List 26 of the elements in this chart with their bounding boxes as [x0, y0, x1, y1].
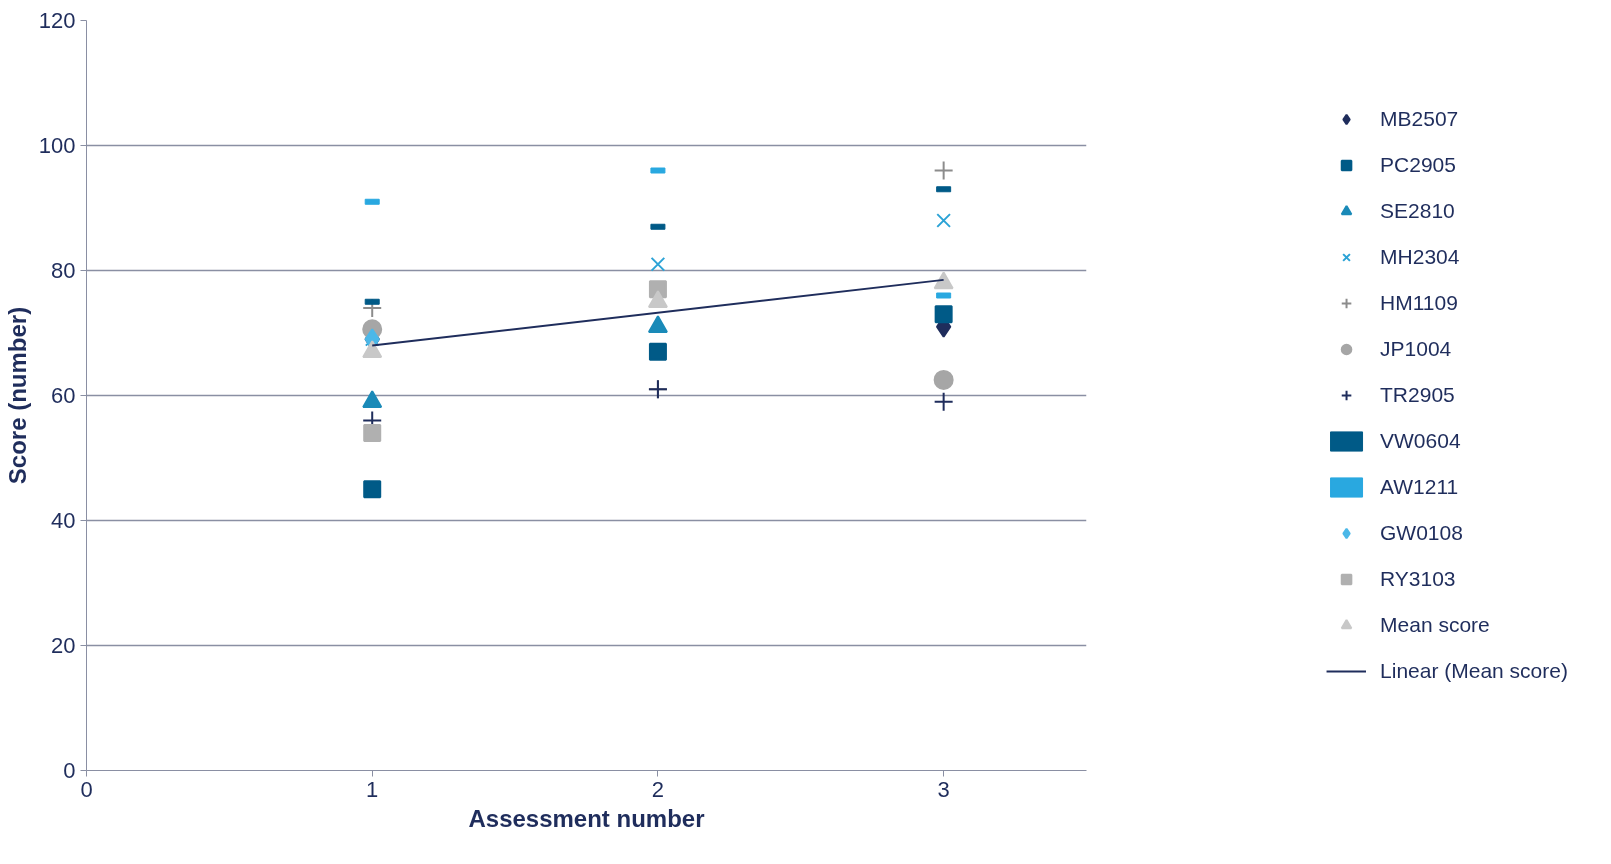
- legend-label: MB2507: [1380, 107, 1459, 131]
- y-tick-label: 100: [38, 133, 76, 158]
- legend-label: Mean score: [1380, 613, 1490, 637]
- y-tick-label: 20: [51, 633, 76, 658]
- legend-label: VW0604: [1380, 429, 1461, 453]
- x-tick-label: 1: [366, 776, 379, 802]
- legend-label: MH2304: [1380, 245, 1460, 269]
- y-tick-label: 80: [51, 258, 76, 283]
- legend-label: JP1004: [1380, 337, 1452, 361]
- y-tick-label: 0: [63, 758, 76, 783]
- x-tick-label: 2: [651, 776, 665, 802]
- y-tick-label: 40: [51, 508, 76, 533]
- legend-label: Linear (Mean score): [1380, 659, 1568, 683]
- legend-label: GW0108: [1380, 521, 1463, 545]
- y-axis-title: Score (number): [3, 306, 31, 485]
- y-tick-label: 120: [38, 8, 76, 33]
- legend-label: AW1211: [1380, 475, 1459, 499]
- x-axis-title: Assessment number: [468, 804, 705, 832]
- legend-label: SE2810: [1380, 199, 1455, 223]
- y-tick-label: 60: [51, 383, 76, 408]
- x-tick-label: 3: [937, 776, 950, 802]
- legend-label: TR2905: [1380, 383, 1455, 407]
- legend-label: PC2905: [1380, 153, 1456, 177]
- legend-label: RY3103: [1380, 567, 1456, 591]
- legend-label: HM1109: [1380, 291, 1458, 315]
- x-tick-label: 0: [80, 776, 93, 802]
